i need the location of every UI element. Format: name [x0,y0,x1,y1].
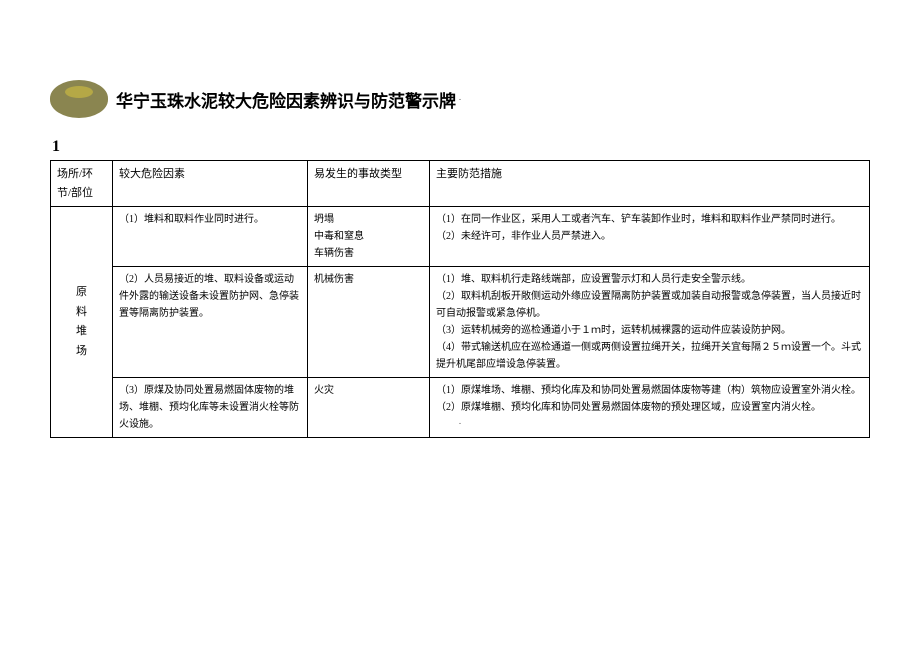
table-row: （3）原煤及协同处置易燃固体废物的堆场、堆棚、预均化库等未设置消火栓等防火设施。… [51,378,870,438]
risk-cell: （3）原煤及协同处置易燃固体废物的堆场、堆棚、预均化库等未设置消火栓等防火设施。 [113,378,308,438]
accident-cell: 机械伤害 [308,267,430,378]
accident-cell: 火灾 [308,378,430,438]
section-number: 1 [52,138,870,156]
header-measures: 主要防范措施 [430,161,870,207]
measures-cell: （1）堆、取料机行走路线端部，应设置警示灯和人员行走安全警示线。（2）取料机刮板… [430,267,870,378]
table-row: 原 料 堆 场 （1）堆料和取料作业同时进行。 坍塌中毒和窒息车辆伤害 （1）在… [51,207,870,267]
measures-cell: （1）在同一作业区，采用人工或者汽车、铲车装卸作业时，堆料和取料作业严禁同时进行… [430,207,870,267]
risk-table: 场所/环节/部位 较大危险因素 易发生的事故类型 主要防范措施 原 料 堆 场 … [50,160,870,438]
measures-cell: （1）原煤堆场、堆棚、预均化库及和协同处置易燃固体废物等建（构）筑物应设置室外消… [430,378,870,438]
page-marker-top: . [459,92,461,102]
page-marker-bottom: . [459,416,461,426]
loc-char: 堆 [76,325,87,337]
location-cell: 原 料 堆 场 [51,207,113,438]
risk-cell: （1）堆料和取料作业同时进行。 [113,207,308,267]
loc-char: 料 [76,306,87,318]
loc-char: 原 [76,286,87,298]
header-accident: 易发生的事故类型 [308,161,430,207]
loc-char: 场 [76,345,87,357]
header-risk: 较大危险因素 [113,161,308,207]
risk-cell: （2）人员易接近的堆、取料设备或运动件外露的输送设备未设置防护网、急停装置等隔离… [113,267,308,378]
header-location: 场所/环节/部位 [51,161,113,207]
document-title: 华宁玉珠水泥较大危险因素辨识与防范警示牌 [116,87,456,112]
accident-cell: 坍塌中毒和窒息车辆伤害 [308,207,430,267]
table-header-row: 场所/环节/部位 较大危险因素 易发生的事故类型 主要防范措施 [51,161,870,207]
table-row: （2）人员易接近的堆、取料设备或运动件外露的输送设备未设置防护网、急停装置等隔离… [51,267,870,378]
company-logo [50,80,108,118]
